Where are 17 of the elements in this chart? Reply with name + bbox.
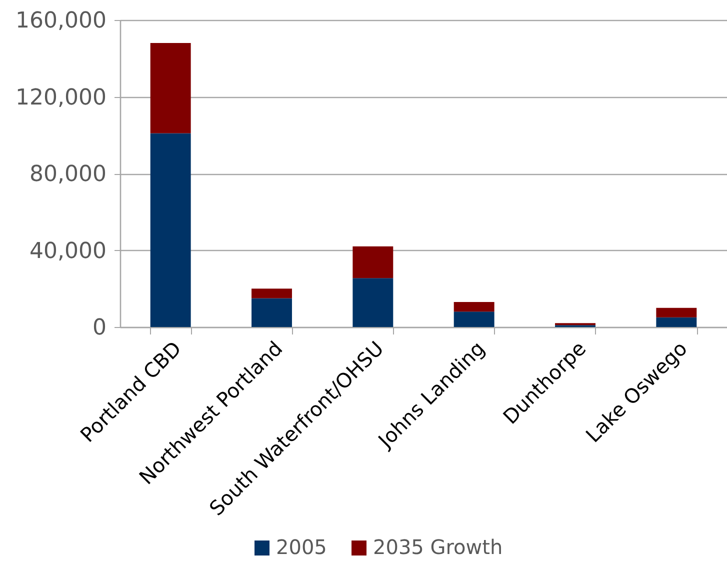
bar	[252, 288, 292, 298]
legend-label: 2035 Growth	[373, 535, 503, 559]
bar	[656, 317, 697, 327]
bar	[252, 298, 292, 327]
y-tick-label: 80,000	[30, 162, 106, 187]
y-tick-label: 160,000	[16, 8, 106, 34]
y-tick-label: 120,000	[16, 85, 106, 110]
bar	[352, 246, 394, 278]
bar	[150, 43, 191, 134]
bar	[352, 278, 394, 327]
legend-label: 2005	[276, 535, 327, 559]
bar	[454, 312, 494, 327]
bar	[656, 308, 697, 318]
y-tick-label: 40,000	[30, 238, 106, 264]
bar	[150, 133, 191, 327]
y-tick-label: 0	[92, 316, 106, 340]
bar	[454, 302, 494, 312]
